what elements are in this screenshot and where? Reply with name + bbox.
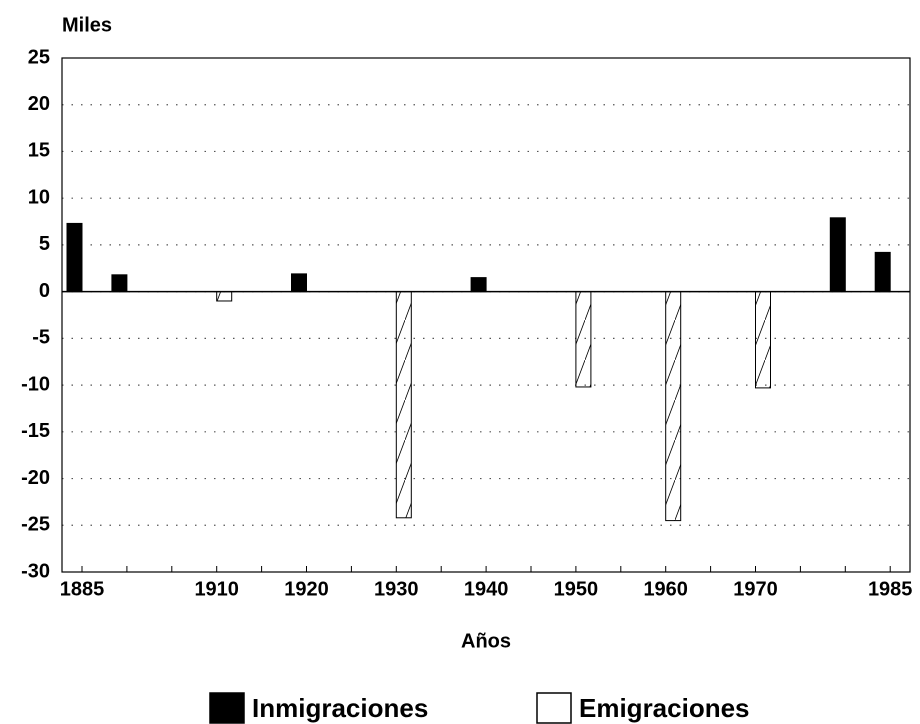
y-tick-label: -10 [21, 373, 50, 395]
y-tick-label: -20 [21, 467, 50, 489]
bar [665, 291, 682, 522]
bar [291, 273, 307, 293]
y-tick-label: 25 [28, 46, 50, 68]
y-tick-label: -15 [21, 420, 50, 442]
x-tick-label: 1885 [60, 578, 105, 600]
x-tick-label: 1960 [643, 578, 688, 600]
y-tick-label: 15 [28, 140, 50, 162]
plot-frame [61, 57, 911, 573]
x-tick-label: 1985 [868, 578, 913, 600]
y-tick-label: 20 [28, 93, 50, 115]
bar [66, 222, 83, 293]
x-tick-label: 1940 [464, 578, 509, 600]
y-tick-label: 0 [39, 280, 50, 302]
y-tick-label: -25 [21, 514, 50, 536]
bar [575, 291, 592, 388]
y-tick-label: 10 [28, 186, 50, 208]
x-tick-label: 1970 [733, 578, 778, 600]
bar [216, 291, 233, 302]
bar [470, 277, 487, 293]
bar [829, 217, 846, 293]
chart-title: Miles [62, 14, 112, 36]
x-tick-label: 1930 [374, 578, 419, 600]
y-tick-label: 5 [39, 233, 50, 255]
bar [874, 251, 891, 293]
legend-swatch [536, 692, 572, 724]
legend-swatch [209, 692, 245, 724]
x-tick-label: 1920 [284, 578, 329, 600]
y-tick-label: -30 [21, 560, 50, 582]
x-tick-label: 1910 [194, 578, 239, 600]
x-axis-label: Años [461, 630, 511, 652]
bar [395, 291, 412, 519]
bar [755, 291, 771, 389]
y-tick-label: -5 [32, 327, 50, 349]
x-tick-label: 1950 [554, 578, 599, 600]
legend-label: Emigraciones [579, 693, 750, 723]
legend-label: Inmigraciones [252, 693, 428, 723]
bar [111, 274, 128, 293]
